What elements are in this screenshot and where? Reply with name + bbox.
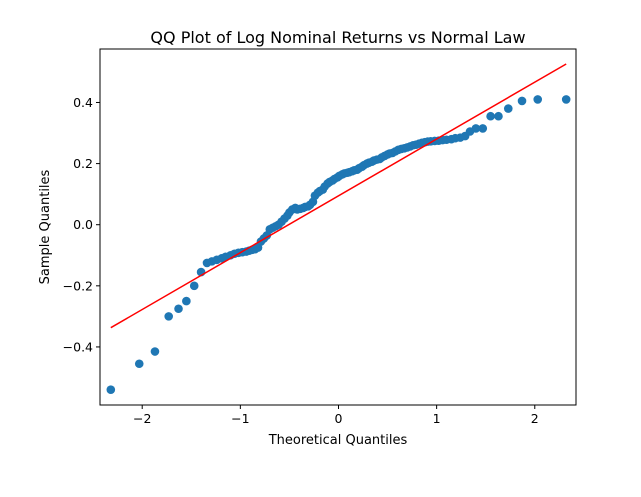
data-point: [533, 95, 543, 104]
y-tick-label: 0.0: [73, 217, 93, 232]
y-axis-label: Sample Quantiles: [38, 169, 53, 284]
x-axis-label: Theoretical Quantiles: [268, 433, 408, 448]
y-axis-ticks: −0.4 −0.2 0.0 0.2 0.4: [63, 95, 100, 354]
x-tick-label: 0: [335, 411, 343, 426]
plot-area: [106, 63, 571, 395]
data-point: [106, 385, 116, 395]
x-axis-ticks: −2 −1 0 1 2: [133, 405, 539, 426]
x-tick-label: 2: [531, 411, 539, 426]
x-tick-label: 1: [433, 411, 441, 426]
x-tick-label: −1: [231, 411, 249, 426]
chart-title: QQ Plot of Log Nominal Returns vs Normal…: [150, 28, 525, 47]
data-point: [174, 304, 183, 314]
data-point: [478, 124, 488, 133]
x-tick-label: −2: [133, 411, 151, 426]
reference-line: [110, 63, 567, 329]
data-point: [503, 104, 513, 113]
data-point: [134, 359, 144, 369]
data-point: [182, 296, 191, 306]
data-point: [561, 95, 571, 104]
data-point: [150, 347, 160, 356]
data-point: [471, 124, 481, 133]
data-point: [486, 111, 495, 121]
data-point: [164, 312, 173, 321]
data-point: [494, 111, 503, 121]
data-point: [189, 281, 199, 291]
y-tick-label: −0.2: [63, 278, 93, 293]
y-tick-label: 0.4: [73, 95, 93, 110]
data-point: [517, 96, 527, 106]
axes-frame: [99, 48, 577, 406]
y-tick-label: 0.2: [73, 156, 93, 171]
y-tick-label: −0.4: [63, 339, 93, 354]
